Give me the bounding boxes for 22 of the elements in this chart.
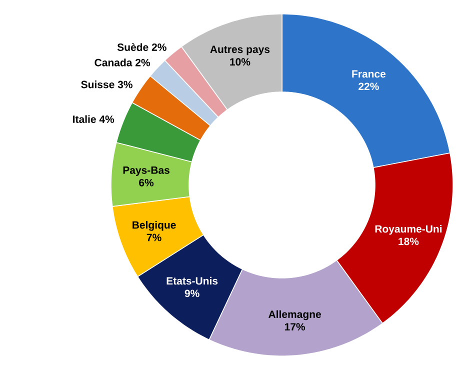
slice-label: Pays-Bas bbox=[123, 166, 170, 176]
data-label: 18% bbox=[398, 238, 419, 246]
data-label: 10% bbox=[230, 58, 250, 66]
data-label: 6% bbox=[139, 178, 154, 186]
slice-label: Suisse bbox=[81, 80, 114, 88]
slice-label: Suède bbox=[117, 43, 148, 51]
slice-label: Autres pays bbox=[210, 46, 270, 56]
slice-label: Allemagne bbox=[268, 310, 321, 320]
data-label: 2% bbox=[152, 44, 166, 51]
slice-label: Italie bbox=[73, 115, 96, 123]
data-label: 3% bbox=[118, 80, 132, 88]
data-label: 4% bbox=[99, 116, 114, 123]
slice-label: Etats-Unis bbox=[166, 276, 218, 285]
slice-label: Canada bbox=[94, 58, 132, 66]
data-label: 9% bbox=[184, 290, 200, 298]
slice-label: Belgique bbox=[132, 220, 176, 231]
data-label: 7% bbox=[146, 234, 162, 242]
data-label: 2% bbox=[136, 58, 150, 66]
data-label: 22% bbox=[358, 82, 379, 90]
slice-label: Royaume-Uni bbox=[375, 224, 442, 235]
slice-label: France bbox=[352, 70, 386, 78]
data-label: 17% bbox=[284, 323, 306, 330]
